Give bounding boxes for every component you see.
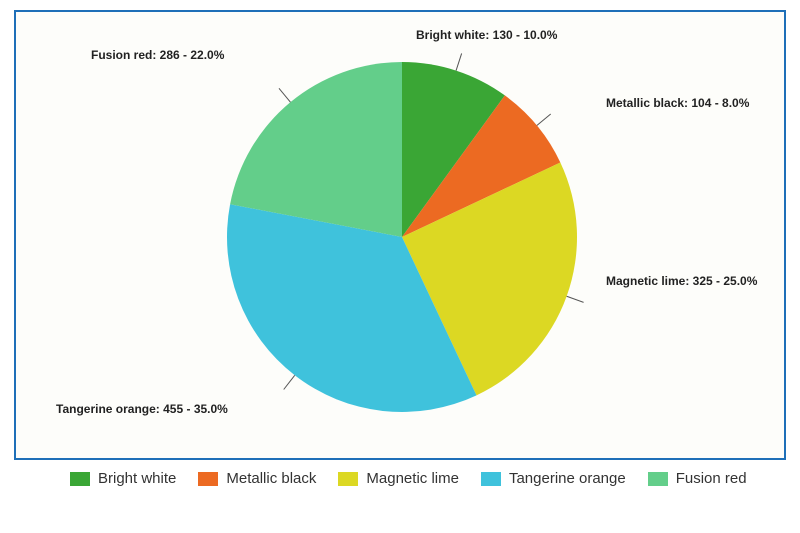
slice-label: Metallic black: 104 - 8.0% — [606, 96, 749, 110]
legend-item: Tangerine orange — [481, 470, 626, 487]
legend-label: Fusion red — [676, 470, 747, 487]
legend-swatch — [481, 472, 501, 486]
slice-label: Tangerine orange: 455 - 35.0% — [56, 402, 228, 416]
leader-line — [537, 114, 551, 125]
legend-swatch — [198, 472, 218, 486]
pie-chart — [16, 12, 788, 462]
legend-swatch — [338, 472, 358, 486]
leader-line — [284, 375, 295, 389]
legend-swatch — [70, 472, 90, 486]
legend-item: Bright white — [70, 470, 176, 487]
leader-line — [279, 88, 290, 102]
legend-label: Bright white — [98, 470, 176, 487]
legend-item: Metallic black — [198, 470, 316, 487]
legend-label: Metallic black — [226, 470, 316, 487]
slice-label: Bright white: 130 - 10.0% — [416, 28, 557, 42]
slice-label: Magnetic lime: 325 - 25.0% — [606, 274, 757, 288]
legend-label: Tangerine orange — [509, 470, 626, 487]
legend-label: Magnetic lime — [366, 470, 459, 487]
slice-label: Fusion red: 286 - 22.0% — [91, 48, 224, 62]
legend: Bright white Metallic black Magnetic lime T… — [70, 470, 770, 487]
leader-line — [567, 296, 584, 302]
legend-swatch — [648, 472, 668, 486]
legend-item: Fusion red — [648, 470, 747, 487]
legend-item: Magnetic lime — [338, 470, 459, 487]
leader-line — [456, 53, 462, 70]
pie-chart-container: Bright white: 130 - 10.0% Metallic black:… — [14, 10, 786, 460]
